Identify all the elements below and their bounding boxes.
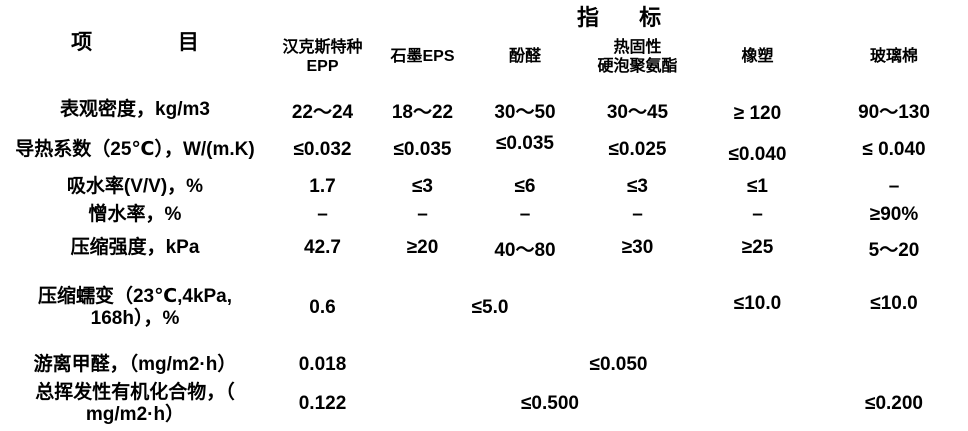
row-label: 表观密度，kg/m3 <box>60 99 210 121</box>
row-water-absorption: 吸水率(V/V)，% 1.7 ≤3 ≤6 ≤3 ≤1 – <box>0 166 968 199</box>
cell: ≤0.040 <box>728 144 787 165</box>
cell: 22～24 <box>291 101 354 123</box>
indicator-group-header: 指 标 <box>576 5 662 30</box>
row-label: 游离甲醛，（mg/m2·h） <box>33 353 237 375</box>
cell: 42.7 <box>304 237 341 258</box>
cell: ≤3 <box>627 175 648 197</box>
cell: 30～45 <box>606 101 669 123</box>
item-column-header: 项 目 <box>71 31 199 54</box>
cell: 0.6 <box>309 296 336 318</box>
row-label: 压缩强度，kPa <box>70 237 200 259</box>
cell: 40～80 <box>494 239 556 261</box>
row-hydrophobicity: 憎水率，% – – – – – ≥90% <box>0 199 968 230</box>
cell: – <box>417 203 428 225</box>
row-thermal-conductivity: 导热系数（25℃），W/(m.K) ≤0.032 ≤0.035 ≤0.035 ≤… <box>0 126 968 166</box>
col-header-glass-wool: 玻璃棉 <box>870 48 919 66</box>
cell: ≤0.035 <box>496 133 554 154</box>
row-free-formaldehyde: 游离甲醛，（mg/m2·h） 0.018 ≤0.050 <box>0 330 968 378</box>
cell: 5～20 <box>868 239 920 261</box>
cell: – <box>317 203 328 225</box>
row-compression-creep: 压缩蠕变（23℃,4kPa, 168h），% 0.6 ≤5.0 ≤10.0 ≤1… <box>0 266 968 330</box>
col-header-hanks-epp: 汉克斯特种EPP <box>282 38 363 75</box>
col-header-rubber-plastic: 橡塑 <box>741 48 774 66</box>
col-header-thermoset-pu: 热固性 硬泡聚氨酯 <box>597 38 678 75</box>
cell: – <box>752 203 763 225</box>
row-total-voc: 总挥发性有机化合物，（ mg/m2·h） 0.122 ≤0.500 ≤0.200 <box>0 378 968 431</box>
cell-merged: ≤0.050 <box>589 353 648 375</box>
cell: ≤ 0.040 <box>862 139 926 160</box>
cell: ≤10.0 <box>870 292 918 314</box>
cell: ≤0.025 <box>608 139 667 160</box>
cell: 90～130 <box>858 101 930 123</box>
cell: ≥30 <box>621 237 654 258</box>
cell: – <box>632 203 643 225</box>
cell: – <box>519 203 531 225</box>
cell: ≤1 <box>747 175 768 197</box>
cell: – <box>888 175 900 197</box>
cell: ≤10.0 <box>733 292 782 314</box>
row-label: 吸水率(V/V)，% <box>66 175 204 197</box>
cell-empty <box>695 378 820 431</box>
header-row-group: 项 目 指 标 <box>0 0 968 54</box>
cell: ≤0.032 <box>293 139 352 160</box>
cell: ≤0.035 <box>393 139 452 160</box>
cell-merged: ≤5.0 <box>471 296 509 318</box>
cell: ≥90% <box>869 203 919 225</box>
cell: 0.018 <box>298 353 347 375</box>
row-label: 压缩蠕变（23℃,4kPa, 168h），% <box>37 286 233 329</box>
row-apparent-density: 表观密度，kg/m3 22～24 18～22 30～50 30～45 ≥ 120… <box>0 82 968 126</box>
cell: ≥20 <box>406 237 439 258</box>
cell: ≤6 <box>514 175 536 197</box>
cell: 18～22 <box>391 101 454 123</box>
cell: 30～50 <box>494 101 556 123</box>
cell: ≤0.200 <box>865 393 923 415</box>
cell-merged: ≤0.500 <box>521 393 579 415</box>
header-row-columns: 汉克斯特种EPP 石墨EPS 酚醛 热固性 硬泡聚氨酯 橡塑 玻璃棉 <box>0 32 968 82</box>
row-label: 导热系数（25℃），W/(m.K) <box>15 139 255 161</box>
cell: ≤3 <box>412 175 433 197</box>
cell: 1.7 <box>309 175 336 197</box>
cell: ≥25 <box>741 237 774 258</box>
cell: 0.122 <box>298 393 347 415</box>
row-label: 总挥发性有机化合物，（ mg/m2·h） <box>35 382 235 426</box>
cell: ≥ 120 <box>733 103 782 124</box>
col-header-graphite-eps: 石墨EPS <box>390 48 455 66</box>
col-header-phenolic: 酚醛 <box>508 48 541 66</box>
row-label: 憎水率，% <box>88 203 182 225</box>
row-compressive-strength: 压缩强度，kPa 42.7 ≥20 40～80 ≥30 ≥25 5～20 <box>0 230 968 266</box>
